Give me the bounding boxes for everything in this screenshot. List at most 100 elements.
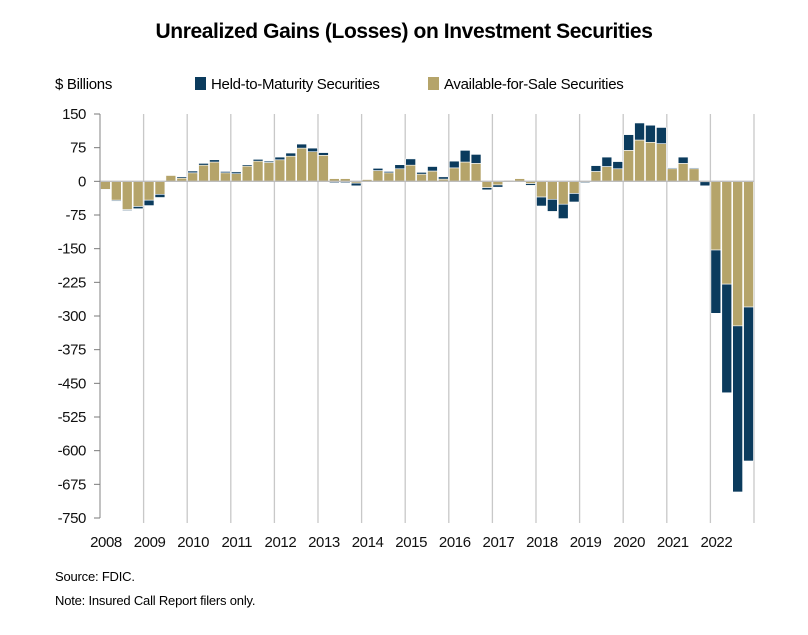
bar-held-to-maturity: 2009Q2 Held-to-Maturity Securities: -7 [154,194,166,198]
x-tick-label: 2014 [352,534,384,551]
x-tick-label: 2020 [613,534,645,551]
legend-label-available-for-sale: Available-for-Sale Securities [444,76,623,93]
bar-held-to-maturity: 2018Q2 Held-to-Maturity Securities: -27 [547,198,558,212]
bar-available-for-sale: 2020Q1 Available-for-Sale Securities: 69 [623,150,634,182]
bar-available-for-sale: 2022Q3 Available-for-Sale Securities: -3… [732,181,743,327]
bar-held-to-maturity: 2010Q4 Held-to-Maturity Securities: 3 [220,171,231,174]
bar-held-to-maturity: 2011Q4 Held-to-Maturity Securities: 3 [263,160,275,163]
bar-available-for-sale: 2011Q4 Available-for-Sale Securities: 42 [263,162,275,182]
bar-held-to-maturity: 2020Q3 Held-to-Maturity Securities: 38 [645,124,656,143]
bar-held-to-maturity: 2022Q1 Held-to-Maturity Securities: -141 [710,249,722,314]
x-tick-labels: 2008 2009 2010 2011 2012 2013 2014 2015 2016 2017… [90,534,733,551]
bar-held-to-maturity: 2013Q4 Held-to-Maturity Securities: -6 [350,182,362,187]
bar-available-for-sale: 2008Q2 Available-for-Sale Securities: -4… [111,181,122,201]
y-tick-label: 150 [62,106,86,123]
bar-available-for-sale: 2014Q4 Available-for-Sale Securities: 28 [394,168,405,182]
bar-held-to-maturity: 2016Q3 Held-to-Maturity Securities: 20 [470,154,482,164]
bar-available-for-sale: 2008Q4 Available-for-Sale Securities: -5… [132,181,144,207]
source-note: Source: FDIC. [55,569,135,584]
x-tick-label: 2009 [134,534,166,551]
bar-available-for-sale: 2020Q4 Available-for-Sale Securities: 84 [656,143,667,182]
bar-available-for-sale: 2008Q1 Available-for-Sale Securities: -1… [100,181,111,190]
bar-held-to-maturity: 2022Q4 Held-to-Maturity Securities: -343 [743,306,754,462]
bar-available-for-sale: 2008Q3 Available-for-Sale Securities: -6… [122,181,133,210]
bar-available-for-sale: 2016Q4 Available-for-Sale Securities: -1… [481,181,493,188]
bar-held-to-maturity: 2012Q4 Held-to-Maturity Securities: 8 [307,147,318,153]
bar-available-for-sale: 2011Q3 Available-for-Sale Securities: 45 [252,160,264,182]
bar-held-to-maturity: 2018Q1 Held-to-Maturity Securities: -20 [536,196,547,207]
bar-held-to-maturity: 2015Q2 Held-to-Maturity Securities: 4 [416,172,427,175]
bar-held-to-maturity: 2019Q3 Held-to-Maturity Securities: 21 [601,156,613,167]
bar-held-to-maturity: 2021Q3 Held-to-Maturity Securities: 2 [688,167,700,170]
bar-available-for-sale: 2010Q2 Available-for-Sale Securities: 36 [198,164,209,182]
bar-held-to-maturity: 2010Q2 Held-to-Maturity Securities: 4 [198,163,209,166]
bar-held-to-maturity: 2020Q4 Held-to-Maturity Securities: 36 [656,127,667,144]
bar-available-for-sale: 2011Q1 Available-for-Sale Securities: 17 [231,173,242,182]
y-axis [94,113,101,519]
bar-available-for-sale: 2009Q3 Available-for-Sale Securities: 13 [165,175,177,182]
x-tick-label: 2008 [90,534,122,551]
y-tick-label: -750 [58,510,86,527]
bar-held-to-maturity: 2016Q4 Held-to-Maturity Securities: -5 [481,187,493,191]
y-tick-label: -600 [58,443,86,460]
legend-label-held-to-maturity: Held-to-Maturity Securities [211,76,380,93]
x-tick-label: 2022 [701,534,733,551]
bar-held-to-maturity: 2012Q2 Held-to-Maturity Securities: 7 [285,152,296,157]
bar-available-for-sale: 2009Q2 Available-for-Sale Securities: -2… [154,181,166,195]
bar-available-for-sale: 2016Q1 Available-for-Sale Securities: 30 [448,167,460,182]
x-tick-label: 2011 [221,534,252,551]
x-tick-label: 2013 [308,534,340,551]
bar-available-for-sale: 2018Q2 Available-for-Sale Securities: -4… [547,181,558,200]
year-gridlines [142,114,755,523]
bar-available-for-sale: 2021Q2 Available-for-Sale Securities: 40 [677,163,689,182]
bar-held-to-maturity: 2017Q1 Held-to-Maturity Securities: -5 [492,184,504,188]
bar-available-for-sale: 2018Q1 Available-for-Sale Securities: -3… [536,181,547,198]
bar-held-to-maturity: 2012Q1 Held-to-Maturity Securities: 6 [274,156,286,161]
bar-held-to-maturity: 2021Q4 Held-to-Maturity Securities: -9 [699,181,711,187]
bar-available-for-sale: 2016Q3 Available-for-Sale Securities: 40 [470,163,482,182]
x-tick-label: 2012 [265,534,297,551]
bar-available-for-sale: 2015Q2 Available-for-Sale Securities: 16 [416,173,427,182]
bar-available-for-sale: 2009Q1 Available-for-Sale Securities: -4… [143,181,155,201]
bar-available-for-sale: 2022Q4 Available-for-Sale Securities: -2… [743,181,754,308]
chart-title: Unrealized Gains (Losses) on Investment … [156,20,653,43]
bar-available-for-sale: 2019Q3 Available-for-Sale Securities: 33 [601,166,613,182]
bar-held-to-maturity: 2014Q3 Held-to-Maturity Securities: 3 [383,171,395,174]
bar-available-for-sale: 2012Q2 Available-for-Sale Securities: 56 [285,155,296,182]
bar-held-to-maturity: 2018Q3 Held-to-Maturity Securities: -32 [557,203,569,219]
bar-available-for-sale: 2012Q4 Available-for-Sale Securities: 66 [307,151,318,182]
bar-available-for-sale: 2019Q2 Available-for-Sale Securities: 22 [590,171,602,182]
bar-held-to-maturity: 2015Q4 Held-to-Maturity Securities: 5 [438,176,449,180]
bar-available-for-sale: 2014Q2 Available-for-Sale Securities: 24 [372,170,384,182]
y-tick-label: -375 [58,342,86,359]
bar-available-for-sale: 2015Q1 Available-for-Sale Securities: 36 [405,164,416,182]
bar-available-for-sale: 2022Q2 Available-for-Sale Securities: -2… [721,181,732,285]
x-tick-label: 2010 [177,534,209,551]
bar-held-to-maturity: 2011Q3 Held-to-Maturity Securities: 4 [252,159,264,162]
bar-held-to-maturity: 2011Q1 Held-to-Maturity Securities: 4 [231,171,242,175]
y-tick-label: -150 [58,241,86,258]
bar-held-to-maturity: 2013Q1 Held-to-Maturity Securities: 6 [318,152,329,156]
bar-held-to-maturity: 2016Q2 Held-to-Maturity Securities: 26 [459,150,471,163]
bar-held-to-maturity: 2020Q2 Held-to-Maturity Securities: 38 [634,122,645,141]
y-tick-label: -225 [58,274,86,291]
x-tick-label: 2021 [657,534,689,551]
bar-held-to-maturity: 2009Q1 Held-to-Maturity Securities: -12 [143,199,155,206]
bar-available-for-sale: 2010Q3 Available-for-Sale Securities: 43 [209,161,220,182]
bar-held-to-maturity: 2008Q2 Held-to-Maturity Securities: -2 [111,199,122,202]
bar-held-to-maturity: 2015Q3 Held-to-Maturity Securities: 10 [427,166,438,172]
y-tick-label: -75 [66,207,87,224]
bar-held-to-maturity: 2017Q4 Held-to-Maturity Securities: -4 [525,183,536,186]
bar-available-for-sale: 2010Q4 Available-for-Sale Securities: 19 [220,172,231,182]
bar-held-to-maturity: 2015Q1 Held-to-Maturity Securities: 14 [405,158,416,166]
bar-available-for-sale: 2020Q2 Available-for-Sale Securities: 92 [634,139,645,182]
x-tick-label: 2015 [395,534,427,551]
bar-held-to-maturity: 2022Q3 Held-to-Maturity Securities: -370 [732,325,743,493]
bars: 2008Q1 Available-for-Sale Securities: -1… [100,122,754,493]
bar-held-to-maturity: 2021Q2 Held-to-Maturity Securities: 14 [677,156,689,164]
bar-held-to-maturity: 2019Q2 Held-to-Maturity Securities: 13 [590,165,602,172]
x-tick-label: 2019 [570,534,602,551]
bar-available-for-sale: 2011Q2 Available-for-Sale Securities: 34 [241,165,253,182]
bar-held-to-maturity: 2010Q1 Held-to-Maturity Securities: 4 [187,170,198,174]
